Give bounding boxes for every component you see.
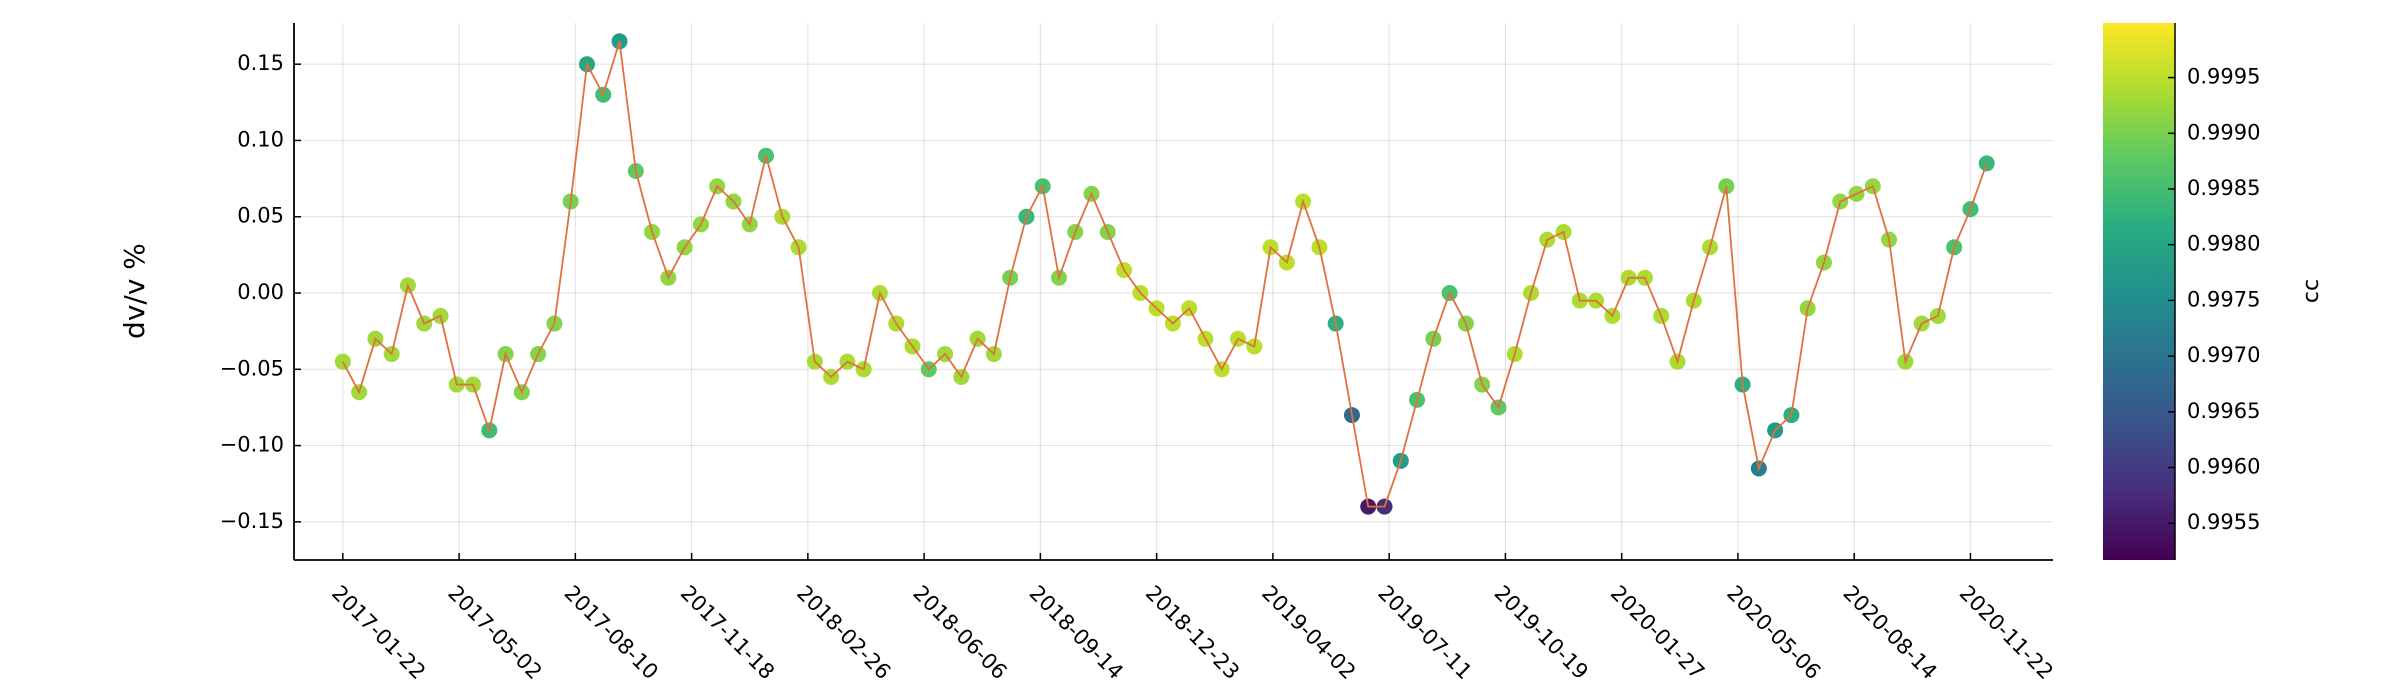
x-tick-label: 2020-11-22 <box>1955 581 2058 684</box>
x-tick-label: 2020-01-27 <box>1606 581 1709 684</box>
x-tick-label: 2019-10-19 <box>1490 581 1593 684</box>
colorbar-tick-label: 0.9970 <box>2187 343 2260 367</box>
colorbar-tick-label: 0.9980 <box>2187 232 2260 256</box>
colorbar-tick-label: 0.9985 <box>2187 176 2260 200</box>
point <box>1978 155 1995 172</box>
x-tick-label: 2017-11-18 <box>676 581 779 684</box>
x-tick-label: 2020-08-14 <box>1838 581 1941 684</box>
y-tick-label: −0.10 <box>220 433 284 457</box>
x-tick-label: 2019-07-11 <box>1373 581 1476 684</box>
x-tick-label: 2018-06-06 <box>908 581 1011 684</box>
x-tick-label: 2018-12-23 <box>1141 581 1244 684</box>
colorbar-tick-label: 0.9975 <box>2187 287 2260 311</box>
axes: −0.15 −0.10 −0.05 0.00 0.05 0.10 0.15 2017-01-2… <box>220 23 2260 684</box>
colorbar <box>2103 23 2175 560</box>
colorbar-label: cc <box>2299 279 2324 303</box>
x-tick-label: 2017-08-10 <box>560 581 663 684</box>
x-tick-label: 2017-01-22 <box>327 581 430 684</box>
y-tick-label: 0.00 <box>237 280 284 304</box>
y-tick-label: 0.10 <box>237 127 284 151</box>
x-tick-label: 2018-02-26 <box>792 581 895 684</box>
x-tick-label: 2017-05-02 <box>443 581 546 684</box>
y-tick-label: −0.05 <box>220 356 284 380</box>
grid <box>294 23 2053 560</box>
y-tick-label: −0.15 <box>220 509 284 533</box>
colorbar-tick-label: 0.9995 <box>2187 65 2260 89</box>
y-axis-label: dv/v % <box>118 243 151 339</box>
colorbar-tick-label: 0.9990 <box>2187 120 2260 144</box>
colorbar-tick-label: 0.9955 <box>2187 510 2260 534</box>
x-tick-label: 2018-09-14 <box>1025 581 1128 684</box>
plot-area <box>334 33 1995 515</box>
point <box>334 353 351 370</box>
colorbar-tick-label: 0.9960 <box>2187 455 2260 479</box>
y-tick-label: 0.15 <box>237 51 284 75</box>
y-tick-label: 0.05 <box>237 204 284 228</box>
x-tick-label: 2020-05-06 <box>1722 581 1825 684</box>
x-tick-label: 2019-04-02 <box>1257 581 1360 684</box>
colorbar-tick-label: 0.9965 <box>2187 399 2260 423</box>
line <box>342 41 1988 508</box>
